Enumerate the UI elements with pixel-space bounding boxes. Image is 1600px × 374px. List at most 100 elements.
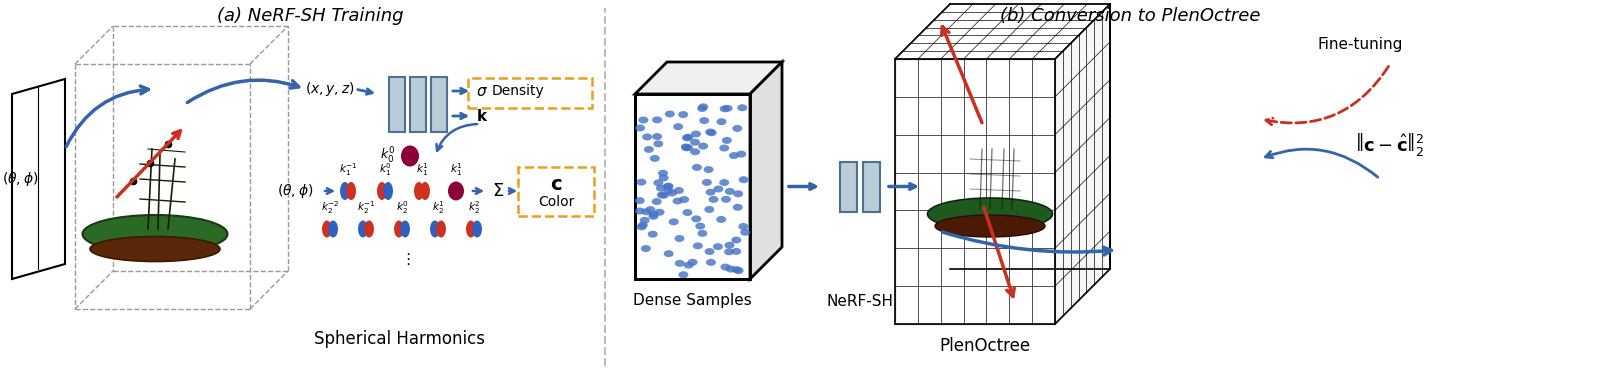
Ellipse shape (653, 140, 664, 147)
Ellipse shape (720, 179, 730, 186)
Ellipse shape (704, 166, 714, 173)
Ellipse shape (664, 250, 674, 257)
Ellipse shape (698, 142, 709, 150)
Ellipse shape (662, 183, 672, 190)
Ellipse shape (378, 182, 387, 200)
Bar (840, 162, 858, 212)
Ellipse shape (365, 221, 374, 237)
Text: $\mathbf{k}$: $\mathbf{k}$ (477, 108, 488, 124)
Ellipse shape (682, 144, 691, 151)
Ellipse shape (667, 190, 677, 197)
FancyArrowPatch shape (942, 27, 982, 123)
Text: $k_2^1$: $k_2^1$ (432, 199, 445, 216)
Ellipse shape (645, 206, 656, 213)
Ellipse shape (635, 208, 645, 215)
Ellipse shape (690, 139, 701, 146)
Ellipse shape (414, 182, 424, 200)
Ellipse shape (437, 221, 446, 237)
Ellipse shape (693, 242, 702, 249)
Ellipse shape (654, 209, 664, 216)
Text: $(\theta,\phi)$: $(\theta,\phi)$ (2, 170, 38, 188)
Ellipse shape (637, 179, 646, 186)
Text: Fine-tuning: Fine-tuning (1317, 37, 1403, 52)
Ellipse shape (738, 223, 749, 230)
Polygon shape (635, 94, 750, 279)
Ellipse shape (400, 221, 410, 237)
FancyArrowPatch shape (437, 124, 477, 151)
Ellipse shape (698, 105, 707, 112)
Ellipse shape (717, 216, 726, 223)
Ellipse shape (659, 191, 669, 199)
Bar (862, 162, 880, 212)
Ellipse shape (696, 223, 706, 230)
Ellipse shape (726, 266, 736, 273)
Ellipse shape (683, 262, 693, 269)
Ellipse shape (653, 179, 664, 186)
Text: $k_2^{-1}$: $k_2^{-1}$ (357, 199, 376, 216)
Ellipse shape (741, 229, 750, 236)
Text: PlenOctree: PlenOctree (939, 337, 1030, 355)
Text: $\left\|\mathbf{c}-\hat{\mathbf{c}}\right\|_2^2$: $\left\|\mathbf{c}-\hat{\mathbf{c}}\righ… (1355, 131, 1424, 157)
Ellipse shape (358, 221, 368, 237)
Ellipse shape (638, 222, 648, 229)
Ellipse shape (322, 221, 331, 237)
Ellipse shape (635, 125, 645, 132)
Ellipse shape (328, 221, 338, 237)
Ellipse shape (717, 118, 726, 125)
Ellipse shape (653, 116, 662, 123)
Ellipse shape (722, 137, 731, 144)
Ellipse shape (725, 188, 734, 195)
Ellipse shape (346, 182, 355, 200)
Ellipse shape (653, 133, 662, 140)
Text: $k_1^0$: $k_1^0$ (379, 161, 392, 178)
Ellipse shape (664, 183, 674, 190)
Polygon shape (635, 62, 782, 94)
Ellipse shape (394, 221, 403, 237)
Ellipse shape (674, 187, 683, 194)
Ellipse shape (674, 123, 683, 130)
Ellipse shape (734, 267, 744, 274)
Text: $k_1^1$: $k_1^1$ (416, 161, 429, 178)
Text: $k_2^2$: $k_2^2$ (467, 199, 480, 216)
Ellipse shape (648, 231, 658, 238)
Ellipse shape (672, 197, 683, 205)
Ellipse shape (722, 196, 731, 203)
Text: $k_2^0$: $k_2^0$ (395, 199, 408, 216)
Text: (b) Conversion to PlenOctree: (b) Conversion to PlenOctree (1000, 7, 1261, 25)
Ellipse shape (706, 129, 715, 135)
Ellipse shape (706, 259, 715, 266)
Polygon shape (894, 4, 1110, 59)
Text: $\mathbf{c}$: $\mathbf{c}$ (550, 175, 562, 193)
Ellipse shape (664, 187, 674, 194)
Ellipse shape (640, 217, 650, 224)
FancyArrowPatch shape (66, 86, 149, 147)
Ellipse shape (90, 236, 221, 261)
Ellipse shape (691, 215, 701, 223)
Ellipse shape (682, 144, 691, 150)
Ellipse shape (683, 209, 693, 216)
Ellipse shape (658, 191, 667, 199)
FancyArrowPatch shape (1266, 149, 1378, 177)
Ellipse shape (691, 164, 702, 171)
Ellipse shape (675, 235, 685, 242)
Ellipse shape (707, 129, 717, 136)
Ellipse shape (637, 223, 646, 230)
Ellipse shape (720, 144, 730, 151)
Ellipse shape (683, 144, 693, 151)
Ellipse shape (731, 266, 741, 273)
Ellipse shape (688, 259, 698, 266)
Ellipse shape (678, 196, 690, 203)
Ellipse shape (666, 110, 675, 117)
Ellipse shape (702, 179, 712, 186)
Bar (389, 77, 405, 132)
Ellipse shape (466, 221, 475, 237)
Text: $(\theta,\phi)$: $(\theta,\phi)$ (277, 182, 314, 200)
Ellipse shape (656, 185, 666, 191)
Ellipse shape (720, 264, 731, 270)
Ellipse shape (448, 181, 464, 200)
Ellipse shape (733, 125, 742, 132)
Ellipse shape (704, 206, 714, 213)
Ellipse shape (659, 174, 669, 181)
Ellipse shape (675, 260, 685, 267)
Text: (a) NeRF-SH Training: (a) NeRF-SH Training (216, 7, 403, 25)
